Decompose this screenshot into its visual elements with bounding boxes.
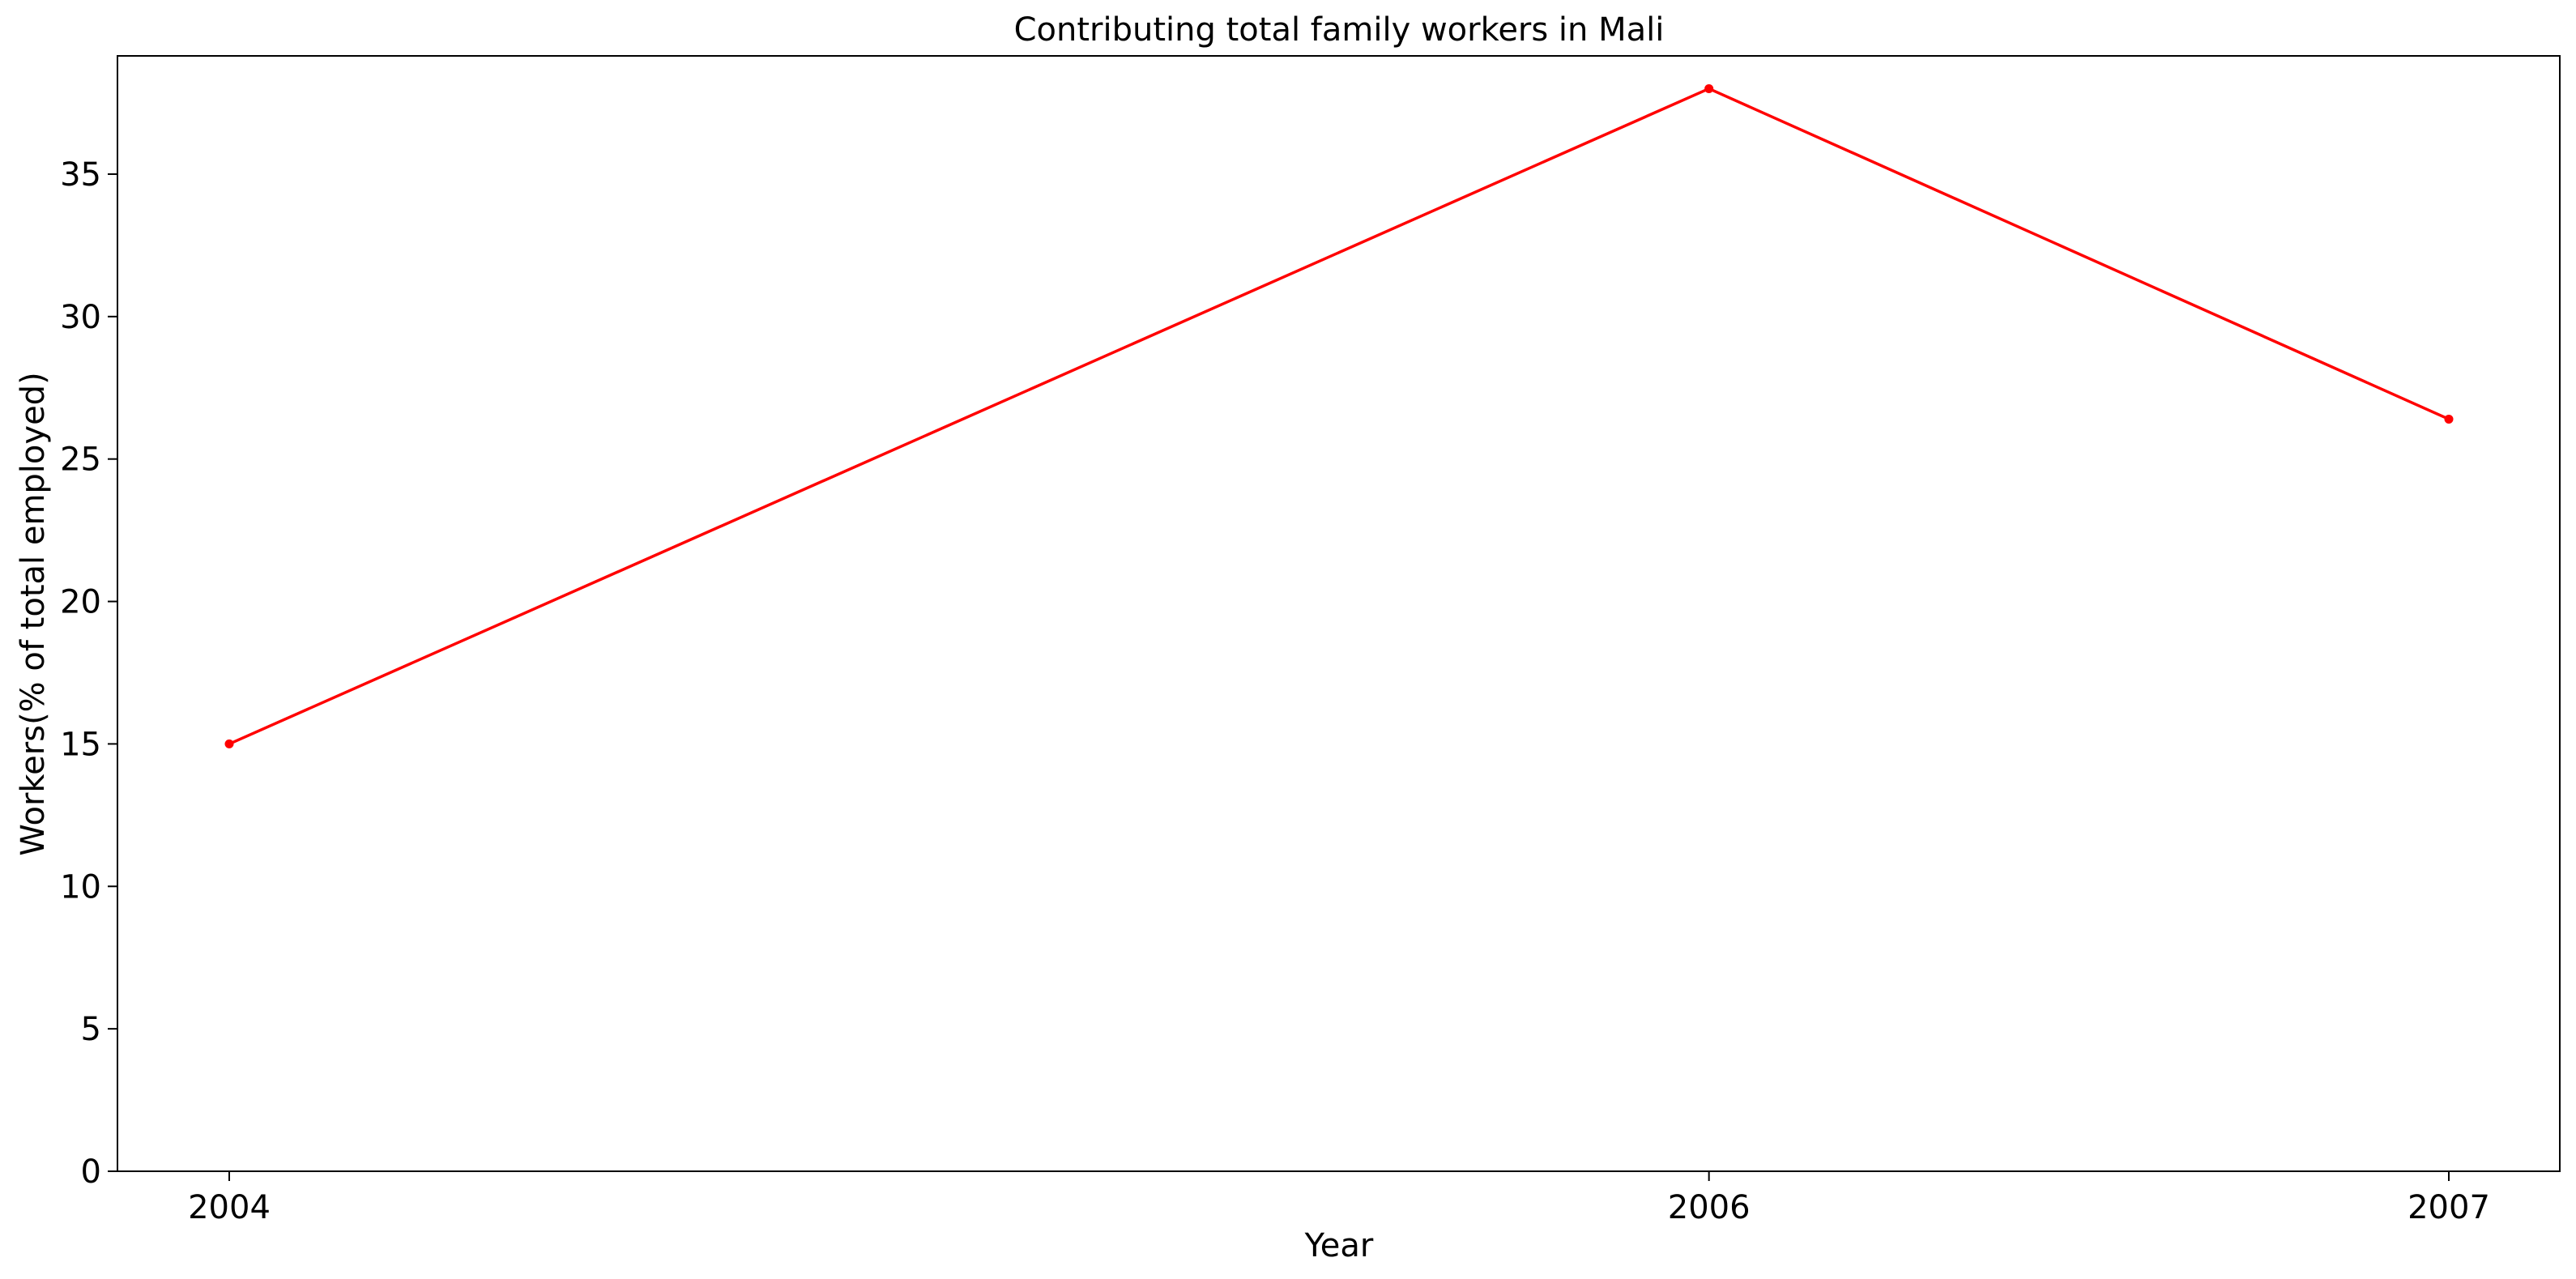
data-point bbox=[224, 739, 234, 748]
x-axis-label: Year bbox=[1304, 1227, 1374, 1264]
x-tick-label: 2007 bbox=[2408, 1189, 2490, 1226]
y-tick-label: 0 bbox=[81, 1153, 101, 1191]
x-tick-label: 2004 bbox=[188, 1189, 271, 1226]
series-layer bbox=[224, 83, 2454, 748]
y-tick-label: 10 bbox=[60, 868, 101, 906]
y-tick-label: 5 bbox=[81, 1011, 101, 1048]
data-point bbox=[2444, 414, 2454, 424]
chart-title: Contributing total family workers in Mal… bbox=[1014, 11, 1665, 49]
plot-area-frame bbox=[117, 55, 2561, 1172]
y-tick-label: 20 bbox=[60, 584, 101, 621]
y-axis-label: Workers(% of total employed) bbox=[15, 372, 52, 855]
y-tick-label: 15 bbox=[60, 726, 101, 763]
x-axis: 2004 2006 2007 bbox=[188, 1171, 2490, 1226]
y-tick-label: 35 bbox=[60, 156, 101, 194]
y-tick-label: 30 bbox=[60, 299, 101, 336]
y-tick-label: 25 bbox=[60, 441, 101, 479]
x-tick-label: 2006 bbox=[1668, 1189, 1751, 1226]
data-point bbox=[1704, 83, 1714, 93]
y-axis: 0 5 10 15 20 25 30 35 bbox=[60, 156, 117, 1191]
